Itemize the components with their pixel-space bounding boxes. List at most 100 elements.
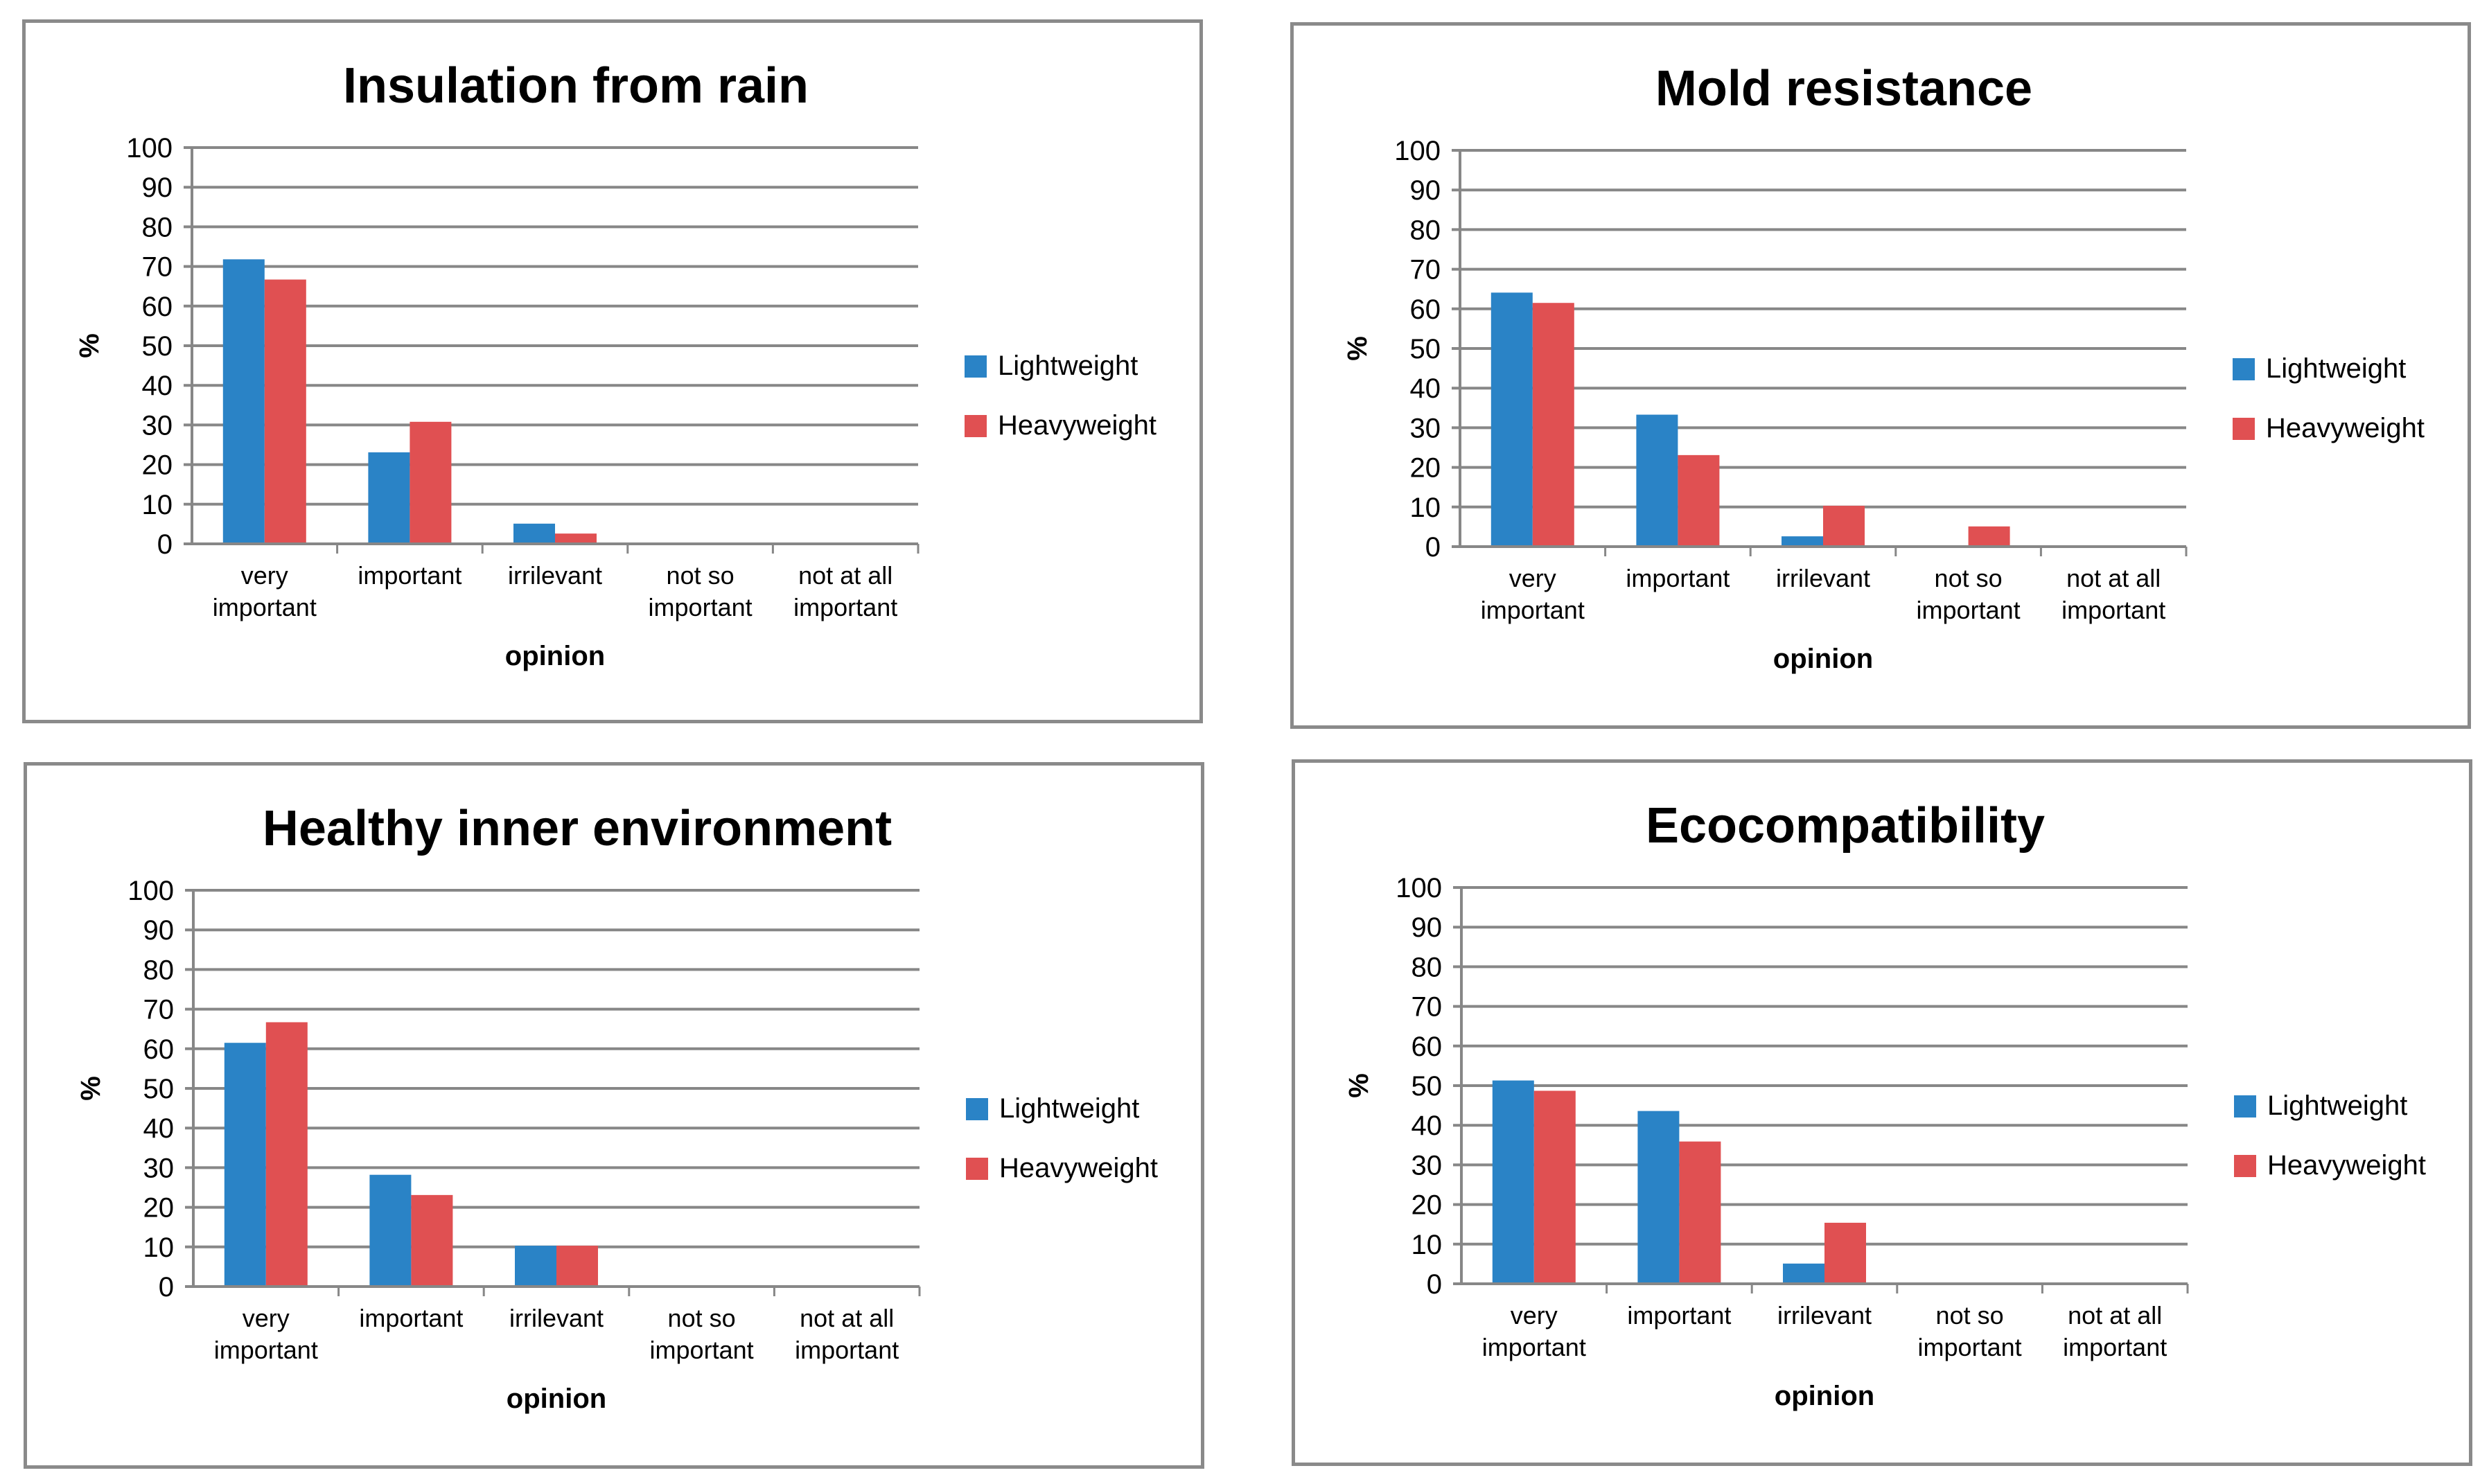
y-tick-label: 20 xyxy=(1410,453,1441,484)
x-tick-label: important xyxy=(1481,596,1585,624)
y-tick-label: 10 xyxy=(1410,493,1441,523)
y-tick-label: 50 xyxy=(1411,1071,1443,1102)
x-tick-label: not so xyxy=(668,1304,736,1332)
y-tick-label: 30 xyxy=(1410,413,1441,443)
y-tick-label: 0 xyxy=(159,1272,174,1302)
x-tick-label: important xyxy=(1482,1333,1586,1361)
y-tick-label: 80 xyxy=(1411,952,1443,982)
y-tick-label: 10 xyxy=(143,1233,175,1263)
legend-swatch-lightweight xyxy=(965,355,987,378)
y-axis-label: % xyxy=(74,333,105,358)
y-tick-label: 80 xyxy=(1410,215,1441,245)
bar-heavyweight xyxy=(1533,1090,1576,1284)
legend-swatch-heavyweight xyxy=(2234,1155,2256,1177)
x-tick-label: not at all xyxy=(800,1304,894,1332)
legend-label-heavyweight: Heavyweight xyxy=(2267,1150,2426,1181)
legend-swatch-heavyweight xyxy=(966,1158,988,1180)
x-tick-label: important xyxy=(213,593,317,621)
legend-label-lightweight: Lightweight xyxy=(998,351,1138,381)
legend-swatch-lightweight xyxy=(966,1098,988,1120)
chart-title: Insulation from rain xyxy=(343,58,809,114)
bar-heavyweight xyxy=(265,1022,308,1287)
legend-swatch-heavyweight xyxy=(2233,418,2255,440)
bar-heavyweight xyxy=(1823,506,1865,547)
chart-insulation-from-rain: Insulation from rain 0 10 20 30 40 50 60 70 80 90 1… xyxy=(22,19,1203,723)
bar-lightweight xyxy=(224,1043,266,1287)
x-tick-label: not so xyxy=(667,561,735,590)
chart-svg: Ecocompatibility 0 10 20 30 40 50 60 70 80 90 100% v… xyxy=(1344,798,2426,1411)
y-tick-label: 70 xyxy=(1411,992,1443,1023)
y-tick-label: 40 xyxy=(1411,1111,1443,1141)
y-tick-label: 90 xyxy=(1411,912,1443,943)
x-tick-label: irrilevant xyxy=(508,561,602,590)
y-tick-label: 30 xyxy=(142,410,173,441)
y-tick-label: 100 xyxy=(1394,136,1441,166)
x-axis-label: opinion xyxy=(507,1384,606,1414)
x-tick-label: important xyxy=(793,593,897,621)
y-tick-label: 60 xyxy=(1411,1032,1443,1062)
chart-svg: Mold resistance 0 10 20 30 40 50 60 70 80 90 100% ve… xyxy=(1342,61,2425,674)
legend-swatch-lightweight xyxy=(2234,1095,2256,1118)
x-tick-label: very xyxy=(1509,564,1556,592)
y-tick-label: 60 xyxy=(143,1034,175,1065)
y-tick-label: 0 xyxy=(1425,532,1441,563)
bar-lightweight xyxy=(1490,292,1533,547)
x-tick-label: not at all xyxy=(2066,564,2161,592)
y-tick-label: 40 xyxy=(1410,373,1441,404)
legend-swatch-heavyweight xyxy=(965,415,987,437)
y-tick-label: 50 xyxy=(142,331,173,362)
y-tick-label: 80 xyxy=(143,955,175,985)
y-tick-label: 90 xyxy=(143,915,175,946)
y-tick-label: 10 xyxy=(1411,1230,1443,1260)
chart-svg: Healthy inner environment 0 10 20 30 40 50 60 70… xyxy=(76,801,1158,1414)
x-tick-label: important xyxy=(2061,596,2165,624)
x-tick-label: not at all xyxy=(798,561,892,590)
y-tick-label: 60 xyxy=(142,292,173,322)
legend-label-lightweight: Lightweight xyxy=(2266,353,2406,384)
y-axis-label: % xyxy=(1342,336,1373,361)
y-tick-label: 60 xyxy=(1410,294,1441,325)
bar-lightweight xyxy=(1637,1111,1680,1284)
x-tick-label: very xyxy=(241,561,288,590)
x-tick-label: important xyxy=(214,1336,318,1364)
y-tick-label: 0 xyxy=(1427,1269,1442,1300)
y-axis-label: % xyxy=(1344,1073,1374,1098)
x-tick-label: important xyxy=(650,1336,754,1364)
legend-label-heavyweight: Heavyweight xyxy=(999,1153,1158,1183)
x-axis-label: opinion xyxy=(1773,644,1873,674)
legend-label-lightweight: Lightweight xyxy=(2267,1090,2407,1121)
legend-label-heavyweight: Heavyweight xyxy=(2266,413,2425,443)
y-tick-label: 90 xyxy=(1410,175,1441,206)
bar-lightweight xyxy=(1492,1080,1534,1284)
x-tick-label: irrilevant xyxy=(509,1304,604,1332)
x-tick-label: important xyxy=(2063,1333,2167,1361)
x-tick-label: very xyxy=(1511,1301,1558,1330)
x-tick-label: irrilevant xyxy=(1777,1301,1872,1330)
chart-ecocompatibility: Ecocompatibility 0 10 20 30 40 50 60 70 80 90 100% v… xyxy=(1292,759,2472,1466)
x-tick-label: not at all xyxy=(2068,1301,2162,1330)
chart-title: Mold resistance xyxy=(1655,61,2032,116)
x-tick-label: important xyxy=(1918,1333,2022,1361)
chart-healthy-inner-environment: Healthy inner environment 0 10 20 30 40 50 60 70… xyxy=(24,762,1204,1469)
x-tick-label: important xyxy=(649,593,753,621)
bar-lightweight xyxy=(369,1174,412,1287)
y-tick-label: 80 xyxy=(142,212,173,242)
chart-svg: Insulation from rain 0 10 20 30 40 50 60 70 80 90 1… xyxy=(74,58,1156,671)
y-tick-label: 40 xyxy=(143,1113,175,1144)
y-tick-label: 20 xyxy=(143,1193,175,1224)
x-tick-label: important xyxy=(1627,1301,1731,1330)
bar-lightweight xyxy=(222,259,265,544)
y-tick-label: 70 xyxy=(143,995,175,1025)
bar-heavyweight xyxy=(555,533,597,544)
bar-heavyweight xyxy=(556,1246,598,1287)
y-tick-label: 20 xyxy=(142,450,173,481)
bar-lightweight xyxy=(513,523,555,544)
chart-title: Healthy inner environment xyxy=(263,801,892,856)
y-tick-label: 10 xyxy=(142,490,173,520)
y-tick-label: 100 xyxy=(126,133,173,164)
bar-heavyweight xyxy=(1968,526,2010,547)
chart-mold-resistance: Mold resistance 0 10 20 30 40 50 60 70 80 90 100% ve… xyxy=(1290,22,2471,729)
bar-heavyweight xyxy=(264,279,306,544)
y-tick-label: 100 xyxy=(1396,873,1442,903)
y-tick-label: 90 xyxy=(142,173,173,203)
